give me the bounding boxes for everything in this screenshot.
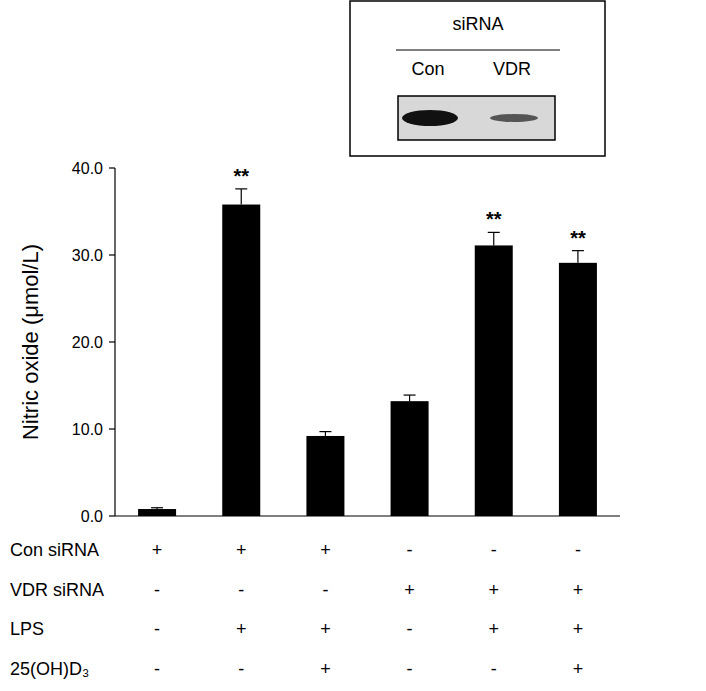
bar: [559, 263, 597, 516]
error-bar: [488, 232, 500, 245]
condition-mark: +: [320, 659, 331, 679]
y-tick-label: 30.0: [72, 247, 103, 264]
y-tick-label: 40.0: [72, 160, 103, 177]
error-stem: [325, 432, 326, 436]
chart: 0.0 10.0 20.0 30.0 40.0 Nitric oxide (μmol/L)…: [0, 0, 706, 691]
blot-frame: [398, 96, 555, 140]
lane-label: Con: [411, 59, 444, 79]
condition-mark: +: [236, 540, 247, 560]
condition-mark: -: [491, 659, 497, 679]
bar: [391, 401, 429, 516]
condition-mark: -: [154, 659, 160, 679]
condition-mark: +: [488, 580, 499, 600]
y-axis-label: Nitric oxide (μmol/L): [18, 244, 43, 440]
inset-frame: [350, 1, 605, 156]
inset-title: siRNA: [452, 14, 503, 34]
y-tick-label: 10.0: [72, 421, 103, 438]
condition-mark: +: [488, 619, 499, 639]
y-tick: [109, 428, 115, 429]
error-cap: [235, 188, 247, 189]
condition-mark: -: [491, 540, 497, 560]
error-cap: [151, 507, 163, 508]
condition-mark: -: [407, 659, 413, 679]
bar: [306, 436, 344, 516]
condition-mark: +: [320, 540, 331, 560]
condition-mark: -: [407, 540, 413, 560]
error-cap: [404, 394, 416, 395]
bar: [475, 245, 513, 516]
condition-mark: +: [573, 619, 584, 639]
y-tick-label: 20.0: [72, 334, 103, 351]
condition-mark: -: [238, 659, 244, 679]
error-bar: [319, 432, 331, 436]
bars: [138, 189, 597, 516]
error-bar: [151, 508, 163, 509]
significance: **: [486, 208, 502, 230]
error-stem: [409, 395, 410, 401]
error-cap: [319, 431, 331, 432]
condition-mark: -: [238, 580, 244, 600]
error-bar: [404, 395, 416, 401]
y-tick-label: 0.0: [81, 508, 103, 525]
y-tick: [109, 341, 115, 342]
condition-label: LPS: [10, 619, 44, 639]
lane-label: VDR: [493, 59, 531, 79]
error-stem: [577, 251, 578, 263]
error-cap: [488, 232, 500, 233]
significance: **: [233, 165, 249, 187]
condition-mark: -: [575, 540, 581, 560]
y-tick: [109, 515, 115, 516]
bar: [138, 509, 176, 516]
condition-label: VDR siRNA: [10, 580, 104, 600]
error-bar: [572, 251, 584, 263]
blot-band: [402, 110, 458, 126]
condition-mark: -: [154, 580, 160, 600]
y-tick: [109, 254, 115, 255]
condition-mark: -: [154, 619, 160, 639]
condition-mark: +: [404, 580, 415, 600]
condition-label: Con siRNA: [10, 540, 99, 560]
condition-mark: +: [573, 659, 584, 679]
error-bar: [235, 189, 247, 205]
inset: siRNA Con VDR: [350, 1, 605, 156]
error-stem: [493, 232, 494, 245]
condition-mark: -: [322, 580, 328, 600]
y-tick: [109, 167, 115, 168]
condition-mark: -: [407, 619, 413, 639]
inset-rule: [396, 50, 560, 51]
condition-label: 25(OH)D₃: [10, 659, 89, 679]
bar: [222, 205, 260, 516]
condition-mark: +: [236, 619, 247, 639]
blot-band: [490, 114, 538, 122]
significance: **: [570, 227, 586, 249]
condition-mark: +: [152, 540, 163, 560]
error-stem: [241, 189, 242, 205]
condition-mark: +: [573, 580, 584, 600]
x-axis: [115, 515, 620, 516]
error-cap: [572, 250, 584, 251]
condition-mark: +: [320, 619, 331, 639]
